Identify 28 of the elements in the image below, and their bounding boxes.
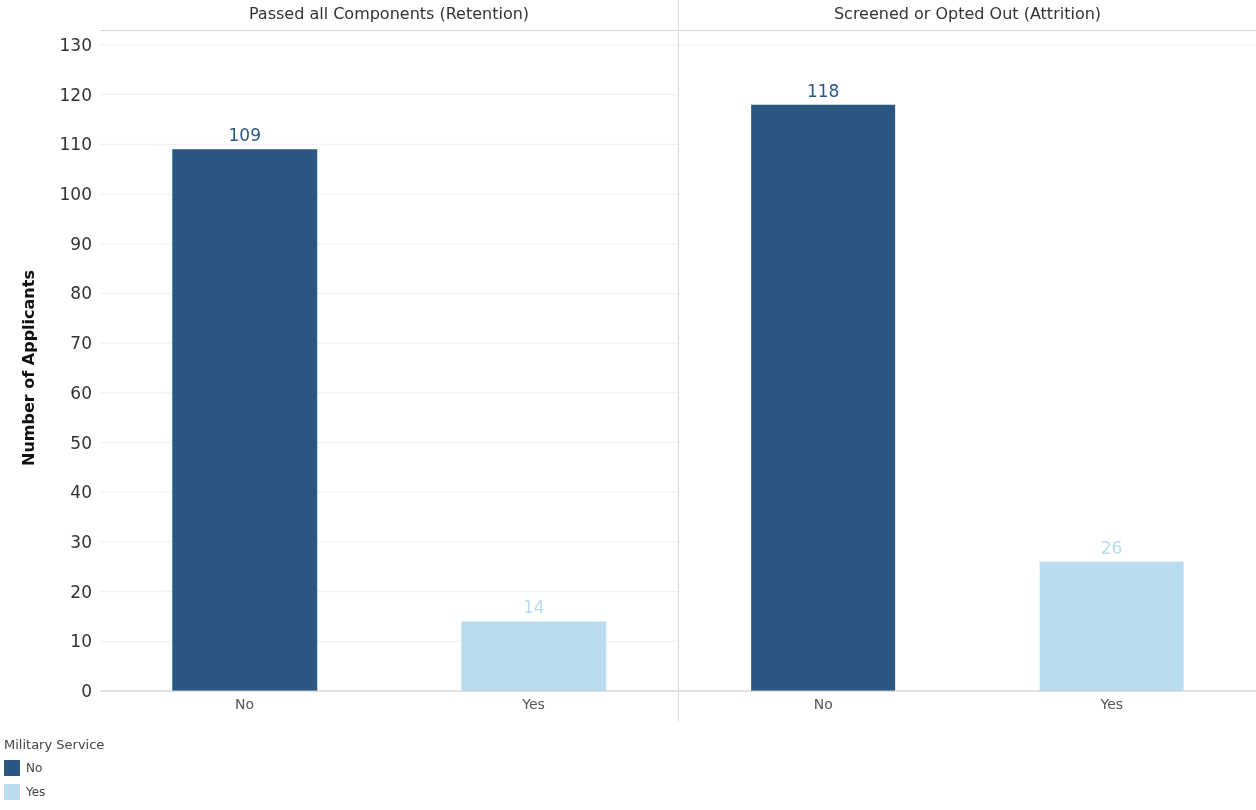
data-label: 26 — [1100, 537, 1123, 558]
x-tick-label: Yes — [521, 695, 545, 712]
y-tick-label: 20 — [70, 581, 92, 602]
x-tick-label: Yes — [1099, 695, 1124, 712]
chart-title: Passed all Components (Retention) — [100, 0, 678, 31]
y-tick-label: 80 — [70, 283, 92, 304]
y-tick-label: 110 — [59, 134, 92, 155]
data-label: 14 — [522, 597, 545, 618]
y-tick-label: 70 — [70, 333, 92, 354]
chart-title: Screened or Opted Out (Attrition) — [679, 0, 1256, 31]
y-tick-label: 130 — [59, 35, 92, 56]
y-tick-label: 0 — [81, 681, 92, 702]
y-tick-label: 30 — [70, 531, 92, 552]
y-tick-label: 90 — [70, 233, 92, 254]
y-tick-label: 120 — [59, 84, 92, 105]
y-tick-label: 40 — [70, 482, 92, 503]
data-label: 118 — [806, 80, 840, 101]
y-axis-title: Number of Applicants — [18, 270, 38, 466]
y-tick-label: 50 — [70, 432, 92, 453]
legend-label: No — [25, 760, 44, 777]
data-label: 109 — [228, 125, 261, 146]
y-tick-label: 60 — [70, 382, 92, 403]
x-tick-label: No — [813, 695, 833, 712]
legend-title: Military Service — [4, 737, 106, 752]
y-tick-label: 10 — [70, 631, 92, 652]
legend-label: Yes — [25, 784, 47, 801]
x-tick-label: No — [234, 695, 255, 712]
y-tick-label: 100 — [59, 184, 92, 205]
